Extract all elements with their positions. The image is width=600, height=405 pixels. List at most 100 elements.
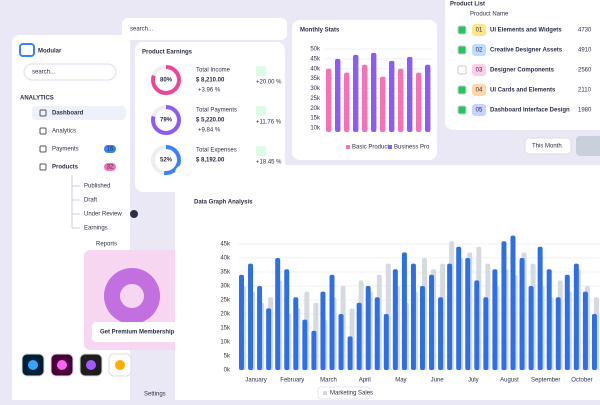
legend-label: Marketing Sales [330,391,373,397]
metric-change: +9.84 % [198,128,221,134]
menu-item: Analytics [52,129,76,135]
count: 4910 [578,48,592,54]
logo [19,43,35,57]
bar [456,246,462,370]
trend-icon [256,66,266,76]
num-chip [472,64,486,76]
num: 04 [476,88,483,94]
bar [266,308,272,370]
card-title: Monthly Stats [300,28,340,34]
bar [492,269,498,370]
bar [429,274,435,370]
ring [151,65,181,95]
promo-btn[interactable] [92,322,182,342]
bar [329,274,335,370]
legend-swatch [388,145,392,149]
y-tick-label: 10k [310,126,321,132]
bar [356,302,362,370]
search-placeholder: search... [32,70,55,76]
bar [311,330,317,370]
bar [410,263,416,370]
bar [239,274,244,370]
submenu-item: Published [84,184,110,190]
y-tick-label: 40k [220,256,231,262]
bar [465,258,471,370]
ring-label: 79% [160,118,173,124]
tool-icon [28,360,38,370]
x-tick-label: October [571,378,592,384]
search-placeholder: search... [130,27,153,33]
checkbox[interactable] [457,65,467,75]
checkbox[interactable] [457,25,467,35]
checkbox[interactable] [457,45,467,55]
x-tick-label: September [531,378,560,384]
ring-label: 52% [160,158,173,164]
menu-item: Reports [96,242,117,248]
metric-name: Total Payments [196,108,237,114]
bar [371,52,377,133]
y-tick-label: 45k [220,242,231,248]
legend-box [317,386,371,400]
bar [380,76,386,132]
bar [365,286,371,370]
num-chip [472,44,486,56]
num: 02 [476,48,483,54]
filter-btn[interactable] [524,137,572,155]
card [135,42,285,192]
search-box[interactable] [122,18,287,40]
x-tick-label: April [359,378,371,384]
bar [546,269,552,370]
section: ANALYTICS [20,96,54,102]
x-tick-label: January [245,378,266,384]
product-name: UI Cards and Elements [490,88,556,94]
badge [130,210,138,218]
promo-art [120,284,144,308]
bar [483,297,489,370]
badge-text: 3 [132,212,136,218]
icon-btn[interactable] [576,136,600,156]
metric-name: Total Income [196,68,231,74]
bar [510,235,516,370]
submenu-item: Under Review [84,212,122,218]
card-title: Data Graph Analysis [194,200,253,206]
bar [320,291,326,370]
legend-label: Basic Product [352,145,389,151]
bar [344,72,350,132]
card-title: Product List [450,2,485,8]
legend-swatch [346,145,350,149]
bar [335,58,341,132]
active-item [32,106,126,120]
product-name: UI Elements and Widgets [490,28,562,34]
count: 2560 [578,68,592,74]
menu-item: Products [52,165,79,171]
bar [257,286,263,370]
y-tick-label: 35k [220,270,231,276]
checkbox[interactable] [457,85,467,95]
num: 05 [476,108,483,114]
checkbox[interactable] [457,105,467,115]
y-tick-label: 20k [310,106,321,112]
count: 2110 [578,88,592,94]
y-tick-label: 15k [310,116,321,122]
y-tick-label: 20k [220,312,231,318]
bar [582,291,588,370]
ring [151,145,181,175]
x-tick-label: May [395,378,406,384]
menu-icon [39,109,47,117]
bar [501,241,507,370]
menu-item: Payments [52,147,79,153]
search-box[interactable] [23,63,117,81]
bar [275,258,281,370]
bar [389,60,395,133]
badge-text: 16 [107,147,114,153]
metric-name: Total Expenses [196,148,237,154]
num-chip [472,84,486,96]
badge [104,163,116,171]
num: 01 [476,28,483,34]
bar [474,280,480,370]
y-tick-label: 25k [310,96,321,102]
trend-icon [256,106,266,116]
y-tick-label: 0k [224,368,231,374]
bar [293,297,299,370]
